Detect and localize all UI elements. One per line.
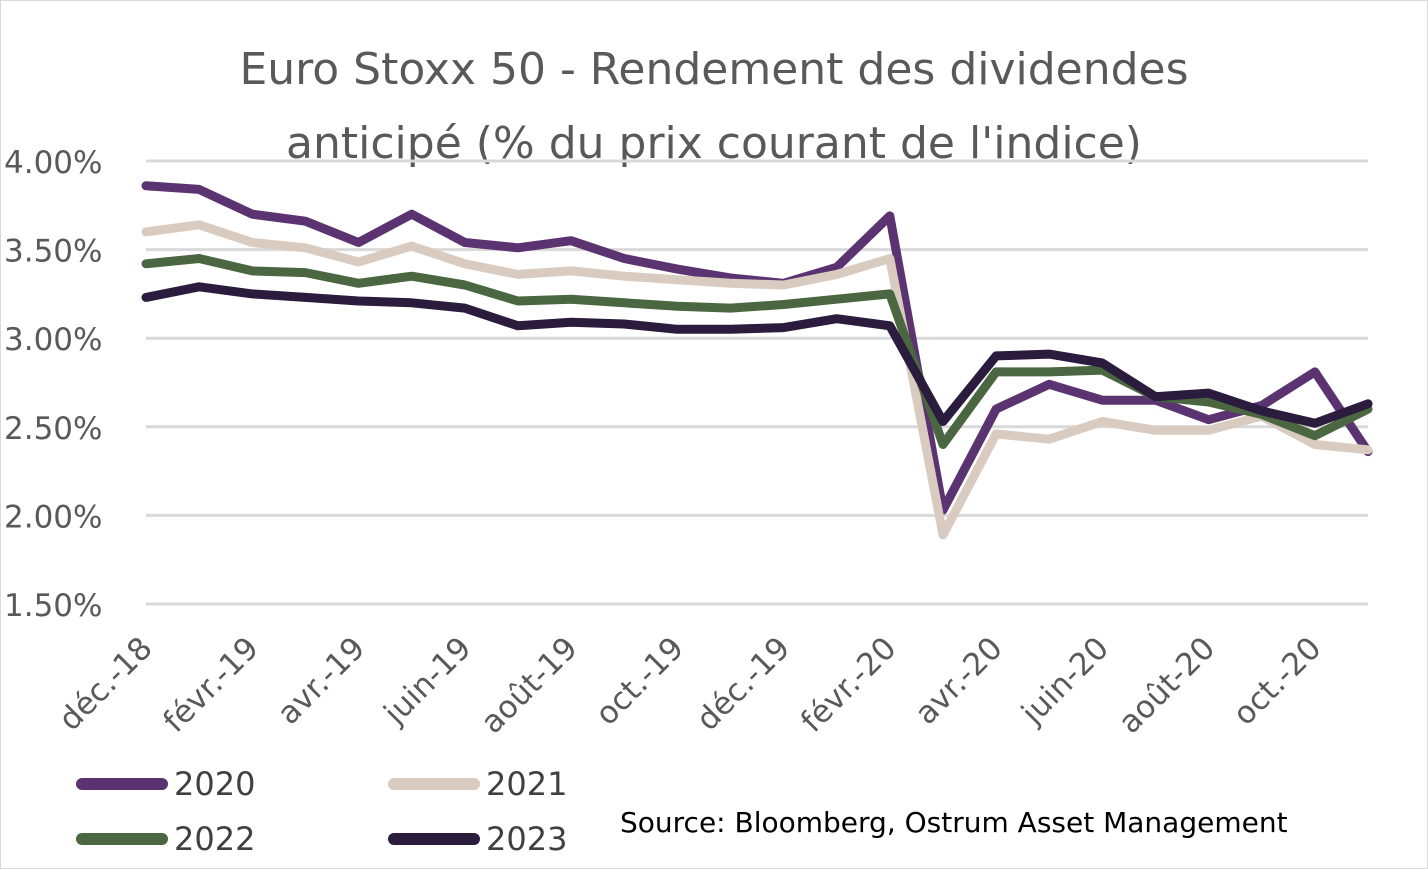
- legend-swatch-2022: [76, 833, 168, 845]
- source-note: Source: Bloomberg, Ostrum Asset Manageme…: [620, 806, 1288, 839]
- legend-label-2021: 2021: [486, 765, 568, 803]
- x-tick-label: juin-19: [377, 630, 479, 732]
- legend-item-2020: 2020: [76, 764, 255, 804]
- legend-item-2023: 2023: [388, 819, 567, 859]
- series-line-2020: [141, 181, 1373, 515]
- legend-label-2023: 2023: [486, 820, 568, 858]
- legend-swatch-2021: [388, 778, 480, 790]
- x-tick-label: oct.-20: [1226, 630, 1328, 732]
- legend-label-2020: 2020: [174, 765, 256, 803]
- x-tick-label: déc.-18: [52, 630, 160, 738]
- x-tick-label: avr.-19: [271, 630, 373, 732]
- x-tick-label: oct.-19: [589, 630, 691, 732]
- series-line-2023: [141, 282, 1373, 428]
- y-tick-label: 3.00%: [4, 322, 102, 358]
- x-tick-label: août-19: [474, 630, 585, 741]
- x-tick-label: déc.-19: [690, 630, 798, 738]
- legend-item-2021: 2021: [388, 764, 567, 804]
- x-tick-label: avr.-20: [908, 630, 1010, 732]
- x-tick-label: août-20: [1112, 630, 1223, 741]
- y-tick-label: 1.50%: [4, 588, 102, 624]
- x-tick-label: juin-20: [1014, 630, 1116, 732]
- y-tick-label: 2.00%: [4, 499, 102, 535]
- legend-item-2022: 2022: [76, 819, 255, 859]
- chart-title-line-1: Euro Stoxx 50 - Rendement des dividendes: [239, 44, 1189, 95]
- legend-swatch-2023: [388, 833, 480, 845]
- y-tick-label: 2.50%: [4, 411, 102, 447]
- y-tick-label: 3.50%: [4, 234, 102, 270]
- x-tick-label: févr.-19: [157, 630, 266, 739]
- legend-swatch-2020: [76, 778, 168, 790]
- series-line-2021: [141, 220, 1373, 540]
- x-tick-label: févr.-20: [794, 630, 903, 739]
- y-tick-label: 4.00%: [4, 145, 102, 181]
- legend-label-2022: 2022: [174, 820, 256, 858]
